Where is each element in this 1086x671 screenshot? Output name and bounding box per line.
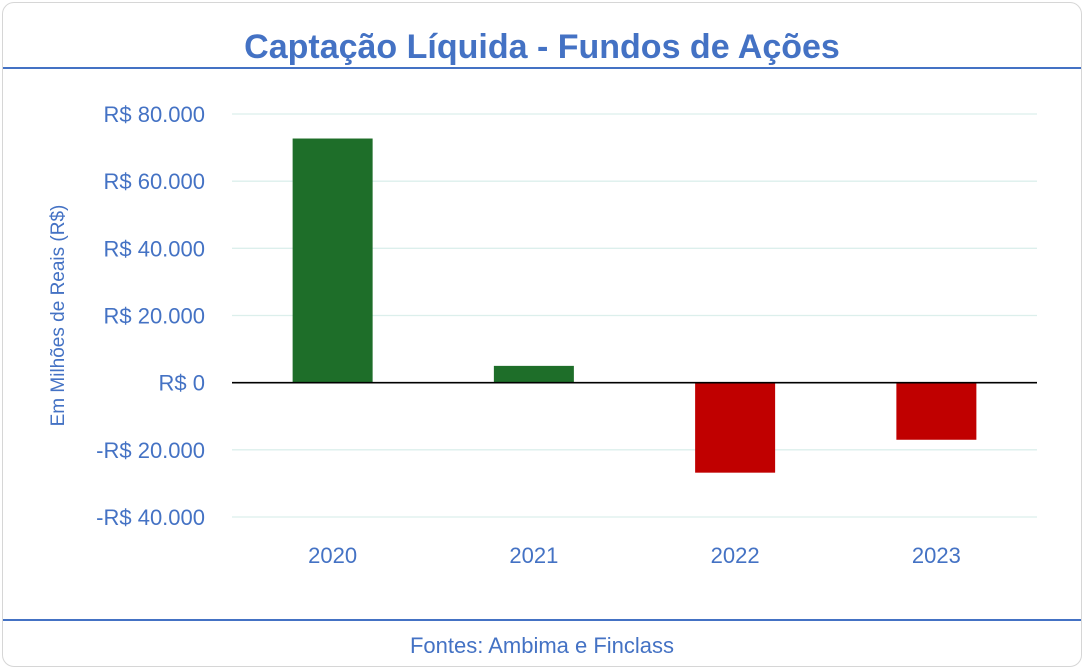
- x-tick-label: 2021: [509, 543, 558, 568]
- bar-2020: [292, 138, 373, 383]
- y-axis-title: Em Milhões de Reais (R$): [48, 205, 69, 427]
- y-tick-label: R$ 40.000: [103, 236, 205, 261]
- y-tick-label: R$ 60.000: [103, 169, 205, 194]
- bars: [292, 138, 977, 473]
- y-tick-label: R$ 20.000: [103, 304, 205, 329]
- chart-title: Captação Líquida - Fundos de Ações: [244, 28, 840, 66]
- footer-divider: [3, 619, 1081, 621]
- axes: R$ 80.000 R$ 60.000 R$ 40.000 R$ 20.000 R$ 0…: [96, 102, 1037, 568]
- y-tick-label: R$ 80.000: [103, 102, 205, 127]
- x-tick-label: 2022: [711, 543, 760, 568]
- bar-2021: [493, 365, 574, 383]
- title-divider: [3, 67, 1081, 69]
- bar-2022: [695, 382, 776, 473]
- y-tick-label: -R$ 20.000: [96, 438, 205, 463]
- x-tick-label: 2023: [912, 543, 961, 568]
- y-tick-label: R$ 0: [159, 371, 205, 396]
- bar-2023: [896, 382, 977, 440]
- x-tick-label: 2020: [308, 543, 357, 568]
- source-note: Fontes: Ambima e Finclass: [409, 633, 675, 658]
- y-tick-label: -R$ 40.000: [96, 505, 205, 530]
